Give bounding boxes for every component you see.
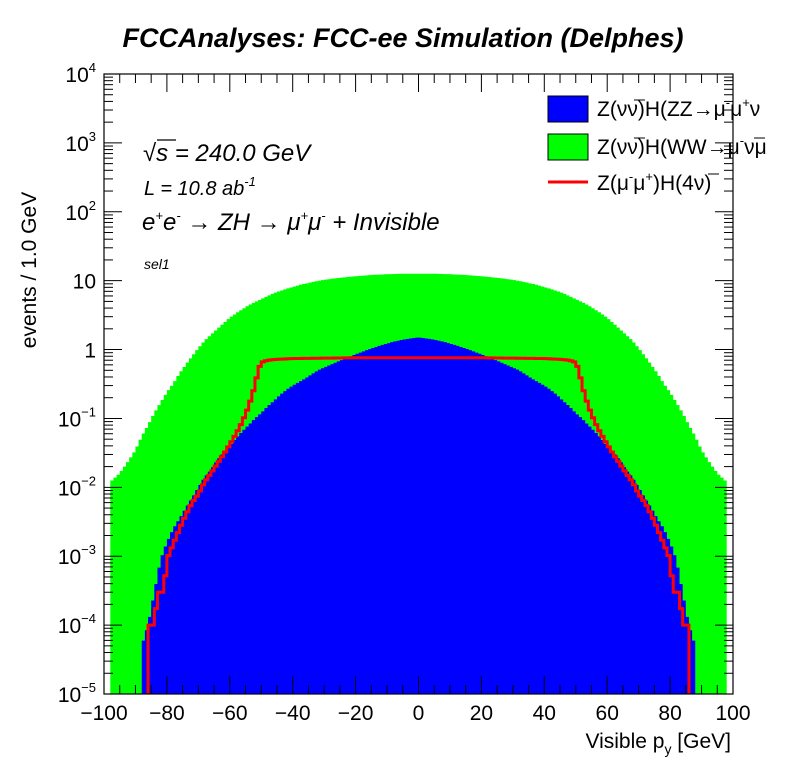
legend-label-ww: Z(νν)H(WW→μ-νμ: [597, 133, 767, 159]
series-layer: [110, 273, 727, 694]
sqrt-s-annotation: √s = 240.0 GeV: [143, 140, 312, 167]
x-axis: −100 −80 −60 −40 −20 0 20 40 60 80 100: [80, 74, 751, 725]
x-tick-label: 100: [715, 702, 750, 725]
y-tick-label: 102: [65, 198, 96, 225]
x-axis-title: Visible py [GeV]: [585, 730, 731, 757]
y-axis-title: events / 1.0 GeV: [18, 192, 41, 348]
legend-swatch-zz: [547, 95, 589, 123]
legend: Z(νν)H(ZZ→μ-μ+ν Z(νν)H(WW→μ-νμ Z(μ-μ+)H(…: [547, 95, 767, 195]
y-tick-label: 1: [84, 340, 96, 363]
x-tick-label: −100: [80, 702, 127, 725]
y-tick-label: 10−4: [58, 611, 96, 638]
x-tick-label: 0: [413, 702, 425, 725]
x-tick-label: −40: [275, 702, 311, 725]
signal-histogram: [146, 356, 691, 694]
y-axis: 10−5 10−4 10−3 10−2 10−1 1 10 102 103 104: [58, 60, 733, 707]
y-tick-label: 10−5: [58, 680, 96, 707]
chart-title: FCCAnalyses: FCC-ee Simulation (Delphes): [122, 23, 683, 53]
x-tick-label: 60: [596, 702, 619, 725]
selection-annotation: sel1: [144, 256, 170, 272]
legend-label-signal: Z(μ-μ+)H(4ν): [597, 169, 711, 195]
y-tick-label: 10: [73, 271, 96, 294]
process-annotation: e+e- → ZH → μ+μ- + Invisible: [142, 208, 440, 236]
y-tick-label: 10−1: [58, 404, 96, 431]
legend-label-zz: Z(νν)H(ZZ→μ-μ+ν: [597, 95, 760, 121]
legend-swatch-ww: [547, 133, 589, 161]
x-tick-label: −20: [338, 702, 374, 725]
y-tick-label: 104: [65, 60, 96, 87]
x-tick-label: 20: [470, 702, 493, 725]
y-tick-label: 10−3: [58, 542, 96, 569]
x-tick-label: −60: [212, 702, 248, 725]
x-tick-label: 80: [658, 702, 681, 725]
y-tick-label: 103: [65, 129, 96, 156]
zz-histogram: [141, 337, 696, 694]
x-tick-label: −80: [149, 702, 185, 725]
lumi-annotation: L = 10.8 ab-1: [144, 174, 256, 200]
x-tick-label: 40: [533, 702, 556, 725]
y-tick-label: 10−2: [58, 473, 96, 500]
